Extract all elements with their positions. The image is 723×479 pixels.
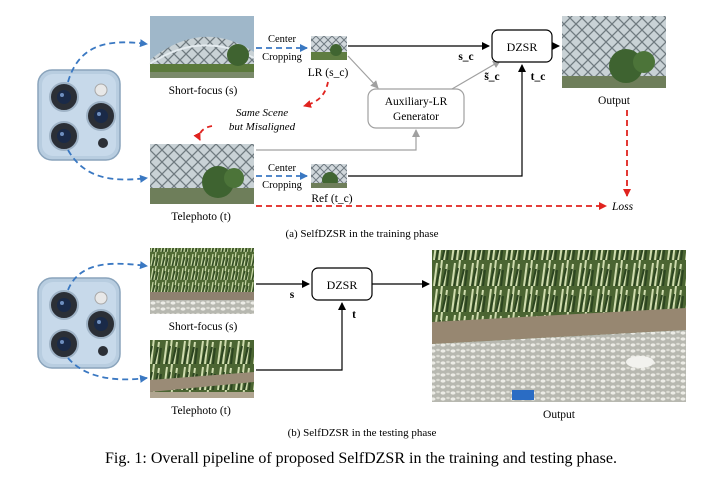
edge-label-sc: s_c (458, 51, 473, 63)
auxiliary-lr-label-line2: Generator (393, 111, 439, 123)
auxiliary-lr-label-line1: Auxiliary-LR (385, 96, 448, 108)
telephoto-image-testing (150, 340, 254, 398)
aux-to-dzsr-arrow (451, 60, 501, 90)
loss-label: Loss (611, 201, 634, 213)
crop-label-bottom-line2: Cropping (262, 180, 302, 191)
misaligned-red-arrow-to-telephoto (193, 125, 213, 141)
edge-label-tc: t_c (531, 71, 546, 83)
testing-caption: (b) SelfDZSR in the testing phase (288, 427, 437, 439)
ref-label: Ref (t_c) (311, 193, 352, 205)
dzsr-label-testing: DZSR (327, 278, 358, 292)
short-focus-label-testing: Short-focus (s) (169, 321, 238, 333)
crop-label-top-line1: Center (268, 34, 296, 45)
lr-to-aux-arrow (347, 55, 379, 89)
edge-label-s: s (290, 289, 295, 301)
edge-label-t: t (352, 309, 356, 321)
ref-to-dzsr-arrow (348, 64, 526, 177)
training-caption: (a) SelfDZSR in the training phase (285, 228, 438, 240)
phone-camera-icon-testing (37, 277, 121, 369)
phone-to-telephoto-arrow (67, 149, 148, 183)
dzsr-label-training: DZSR (507, 40, 538, 54)
short-focus-image-training (149, 16, 255, 78)
output-image-testing (432, 250, 686, 402)
telephoto-to-dzsr-arrow (256, 302, 346, 371)
edge-label-sc-tilde: s̃_c (484, 71, 499, 83)
crop-label-bottom-line1: Center (268, 163, 296, 174)
ref-crop-image (311, 164, 347, 188)
telephoto-label-training: Telephoto (t) (171, 211, 231, 223)
telephoto-label-testing: Telephoto (t) (171, 405, 231, 417)
figure-caption: Fig. 1: Overall pipeline of proposed Sel… (105, 450, 617, 467)
crop-label-top-line2: Cropping (262, 52, 302, 63)
phone-camera-icon-training (37, 69, 121, 161)
short-focus-image-testing (150, 248, 254, 314)
same-scene-label-line2: but Misaligned (229, 121, 296, 133)
telephoto-to-aux-arrow (256, 129, 420, 151)
phone-to-short-focus-arrow (67, 39, 148, 83)
auxiliary-lr-generator-box (367, 88, 465, 129)
output-label-testing: Output (543, 409, 576, 421)
phone-to-telephoto-arrow-testing (67, 357, 148, 383)
phone-to-short-focus-arrow-testing (67, 261, 148, 291)
lr-crop-image (311, 36, 347, 60)
misaligned-red-arrow-from-lr (303, 81, 329, 108)
lr-label: LR (s_c) (308, 67, 349, 79)
output-label-training: Output (598, 95, 631, 107)
telephoto-image-training (150, 144, 254, 204)
same-scene-label-line1: Same Scene (236, 107, 288, 119)
output-image-training (562, 16, 666, 88)
short-focus-label-training: Short-focus (s) (169, 85, 238, 97)
